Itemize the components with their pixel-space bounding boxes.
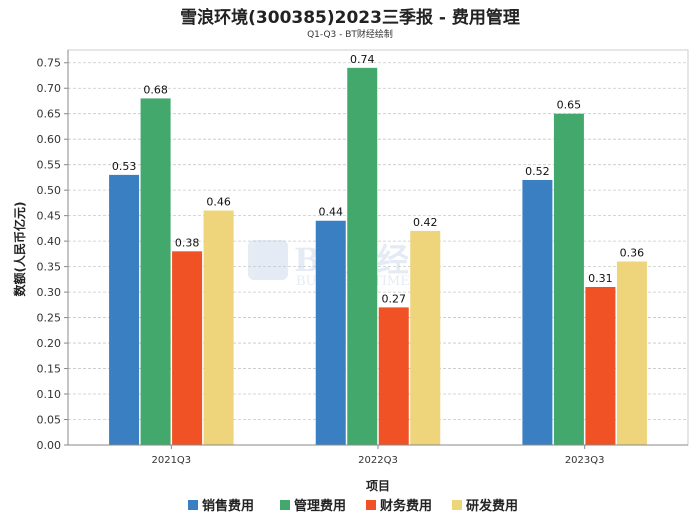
bar (616, 261, 647, 445)
y-tick-label: 0.65 (37, 108, 62, 121)
y-tick-label: 0.60 (37, 133, 62, 146)
y-tick-label: 0.15 (37, 363, 62, 376)
bar (378, 307, 409, 445)
y-tick-label: 0.10 (37, 388, 62, 401)
legend-swatch (280, 500, 290, 510)
x-category-label: 2022Q3 (358, 455, 398, 466)
y-tick-label: 0.05 (37, 414, 62, 427)
gridlines (68, 62, 688, 420)
legend-label: 财务费用 (380, 498, 432, 514)
bar (522, 179, 553, 445)
legend-swatch (366, 500, 376, 510)
legend-label: 管理费用 (294, 498, 346, 514)
y-tick-label: 0.30 (37, 286, 62, 299)
y-axis-title: 数额(人民币亿元) (12, 202, 27, 297)
axes (64, 49, 689, 449)
bar (172, 251, 203, 445)
y-tick-label: 0.45 (37, 210, 62, 223)
y-tick-label: 0.50 (37, 184, 62, 197)
bar (553, 113, 584, 445)
x-axis-title: 项目 (366, 479, 390, 493)
y-tick-label: 0.55 (37, 159, 62, 172)
y-tick-label: 0.20 (37, 337, 62, 350)
bar-value-label: 0.68 (143, 83, 168, 96)
bar-value-label: 0.53 (112, 160, 137, 173)
legend-label: 销售费用 (202, 498, 254, 514)
bar (410, 230, 441, 445)
bar-value-label: 0.65 (557, 99, 582, 112)
bar (203, 210, 234, 445)
bar-value-label: 0.36 (620, 247, 645, 260)
chart-title: 雪浪环境(300385)2023三季报 - 费用管理 (180, 8, 520, 28)
bars (109, 67, 647, 445)
y-tick-labels: 0.00 0.05 0.10 0.15 0.20 0.25 0.30 0.35 0.40 0.45… (37, 57, 62, 452)
y-tick-label: 0.75 (37, 57, 62, 70)
bar (347, 67, 378, 445)
x-category-label: 2021Q3 (151, 455, 191, 466)
bar (140, 98, 171, 445)
bar-value-label: 0.46 (206, 196, 231, 209)
legend-swatch (452, 500, 462, 510)
bar (109, 174, 140, 445)
y-tick-label: 0.35 (37, 261, 62, 274)
bar-value-label: 0.44 (319, 206, 344, 219)
value-labels: 0.53 0.68 0.38 0.46 0.44 0.74 0.27 0.42 0.52 0.65… (112, 53, 644, 306)
y-tick-label: 0.70 (37, 82, 62, 95)
bar-value-label: 0.31 (588, 272, 613, 285)
bar-value-label: 0.38 (175, 236, 200, 249)
bar-value-label: 0.74 (350, 53, 375, 66)
bar (315, 220, 346, 445)
bar-value-label: 0.52 (525, 165, 550, 178)
x-category-label: 2023Q3 (565, 455, 605, 466)
chart-subtitle: Q1-Q3 - BT财经绘制 (307, 30, 393, 40)
legend: 销售费用 管理费用 财务费用 研发费用 (188, 498, 518, 514)
y-tick-label: 0.40 (37, 235, 62, 248)
bar-value-label: 0.27 (382, 292, 407, 305)
legend-swatch (188, 500, 198, 510)
x-category-labels: 2021Q3 2022Q3 2023Q3 (151, 455, 604, 466)
y-tick-label: 0.00 (37, 439, 62, 452)
bar-value-label: 0.42 (413, 216, 438, 229)
watermark-logo-mark (248, 240, 288, 280)
legend-label: 研发费用 (466, 498, 518, 514)
y-tick-label: 0.25 (37, 312, 62, 325)
bar (585, 287, 616, 445)
